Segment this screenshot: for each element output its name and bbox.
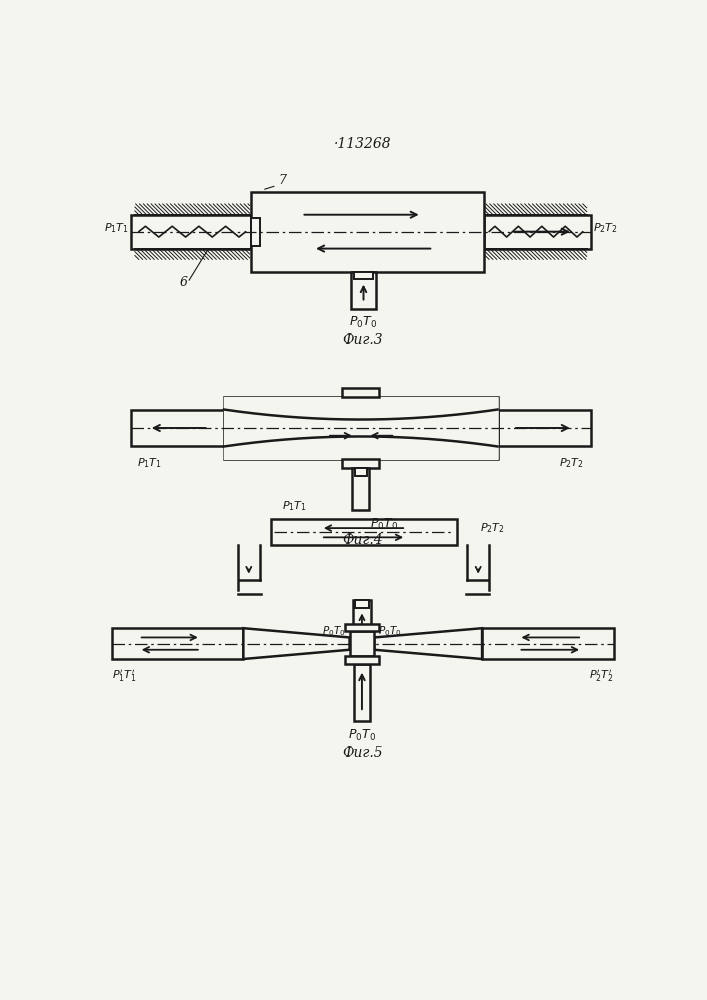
Text: $P_2T_2$: $P_2T_2$ [593,221,618,235]
Bar [349,631,374,656]
Text: $P_2'T_2'$: $P_2'T_2'$ [589,668,614,684]
Bar [498,410,590,446]
Bar [345,624,379,631]
Bar [485,204,587,215]
Text: $P_2T_2$: $P_2T_2$ [480,521,505,535]
Bar [355,468,367,476]
Bar [131,410,224,446]
Text: 6: 6 [180,276,188,289]
Text: ·113268: ·113268 [334,137,392,151]
Text: Фиг.3: Фиг.3 [342,333,383,347]
Text: Фиг.4: Фиг.4 [342,533,383,547]
Bar [342,459,380,468]
Text: $P_0T_0$: $P_0T_0$ [348,728,376,743]
Text: 7: 7 [279,174,286,187]
Text: $P_1'T_1'$: $P_1'T_1'$ [112,668,136,684]
Polygon shape [374,628,482,659]
Bar [353,600,371,631]
Bar [112,628,243,659]
Bar [351,272,376,309]
Bar [345,656,379,664]
Bar [271,519,457,545]
Bar [352,468,369,510]
Text: $P_1T_1$: $P_1T_1$ [282,499,307,513]
Bar [484,215,590,249]
Bar [131,215,251,249]
Bar [355,600,369,608]
Text: $P_0T_0$: $P_0T_0$ [378,624,402,638]
Bar [482,628,614,659]
Bar [224,397,498,459]
Bar [485,249,587,259]
Text: $P_1T_1$: $P_1T_1$ [104,221,129,235]
Bar [251,218,260,246]
Bar [354,664,370,721]
Bar [135,249,250,259]
Polygon shape [243,628,349,659]
Bar [251,192,484,272]
Bar [354,272,373,279]
Bar [342,388,380,397]
Text: $P_2T_2$: $P_2T_2$ [559,456,585,470]
Bar [135,204,250,215]
Text: Фиг.5: Фиг.5 [342,746,383,760]
Text: $P_0T_0$: $P_0T_0$ [349,315,378,330]
Text: $P_1T_1$: $P_1T_1$ [137,456,162,470]
Text: $P_0T_0$: $P_0T_0$ [370,517,398,532]
Text: $P_0T_0$: $P_0T_0$ [322,624,346,638]
